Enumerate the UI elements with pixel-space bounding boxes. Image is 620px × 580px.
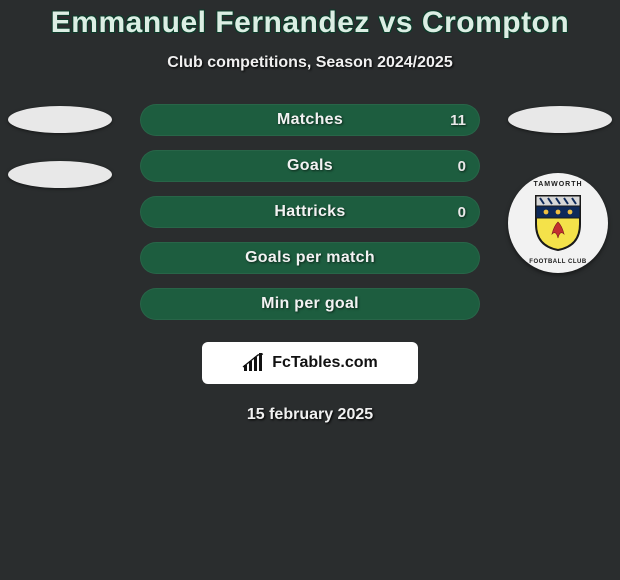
- stat-pill-list: Matches 11 Goals 0 Hattricks 0 Goals per…: [140, 104, 480, 320]
- stat-pill-min-per-goal: Min per goal: [140, 288, 480, 320]
- date-text: 15 february 2025: [0, 406, 620, 424]
- stat-value-right: 0: [458, 204, 466, 221]
- left-crest-column: [8, 106, 112, 188]
- branding-text: FcTables.com: [272, 354, 378, 372]
- shield-icon: [534, 194, 582, 252]
- stat-label: Matches: [277, 111, 343, 129]
- stat-value-right: 0: [458, 158, 466, 175]
- branding-box: FcTables.com: [202, 342, 418, 384]
- crest-placeholder: [8, 106, 112, 133]
- page-title: Emmanuel Fernandez vs Crompton: [0, 6, 620, 40]
- stat-label: Hattricks: [274, 203, 345, 221]
- bar-chart-icon: [242, 353, 266, 373]
- stats-block: TAMWORTH FOOTBALL CLUB: [0, 104, 620, 320]
- crest-label-bottom: FOOTBALL CLUB: [529, 259, 586, 265]
- stat-value-right: 11: [450, 112, 466, 129]
- crest-placeholder: [8, 161, 112, 188]
- stat-pill-hattricks: Hattricks 0: [140, 196, 480, 228]
- stat-label: Goals: [287, 157, 333, 175]
- root: Emmanuel Fernandez vs Crompton Club comp…: [0, 0, 620, 424]
- subtitle: Club competitions, Season 2024/2025: [0, 54, 620, 72]
- stat-pill-goals-per-match: Goals per match: [140, 242, 480, 274]
- stat-pill-goals: Goals 0: [140, 150, 480, 182]
- stat-label: Goals per match: [245, 249, 375, 267]
- crest-placeholder: [508, 106, 612, 133]
- crest-label-top: TAMWORTH: [533, 181, 582, 188]
- stat-label: Min per goal: [261, 295, 359, 313]
- right-crest-column: TAMWORTH FOOTBALL CLUB: [508, 106, 612, 273]
- stat-pill-matches: Matches 11: [140, 104, 480, 136]
- tamworth-crest: TAMWORTH FOOTBALL CLUB: [508, 173, 608, 273]
